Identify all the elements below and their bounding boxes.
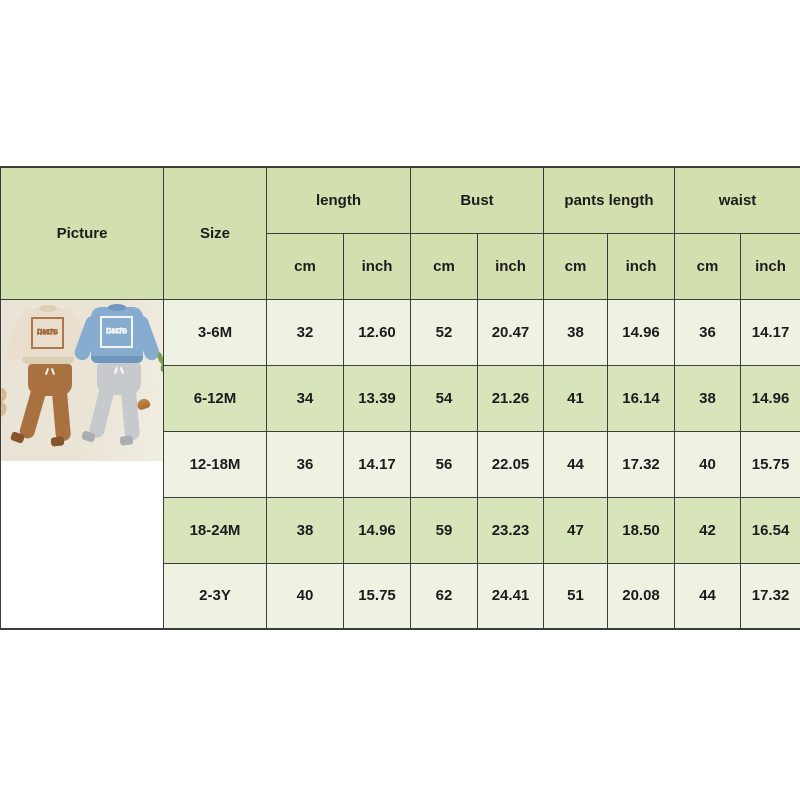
length-cm-cell: 36 bbox=[266, 430, 344, 498]
shirt-text-dude: DUDE bbox=[37, 328, 58, 336]
brown-pants-right-cuff bbox=[50, 435, 65, 447]
size-cell: 12-18M bbox=[163, 430, 267, 498]
product-picture-cell: DAD'S little DUDE DAD'S bbox=[0, 298, 164, 630]
brown-pants-waistband bbox=[28, 363, 72, 377]
unit-bust-cm: cm bbox=[410, 232, 478, 300]
table-row: 2-3Y 40 15.75 62 24.41 51 20.08 44 17.32 bbox=[1, 562, 800, 630]
length-inch-cell: 15.75 bbox=[343, 562, 411, 630]
pants-inch-cell: 20.08 bbox=[606, 562, 676, 630]
size-chart-table: Picture Size length Bust pants length wa… bbox=[0, 166, 800, 630]
unit-pants-inch: inch bbox=[606, 232, 676, 300]
pants-cm-cell: 51 bbox=[543, 562, 608, 630]
waist-cm-cell: 44 bbox=[674, 562, 742, 630]
unit-length-inch: inch bbox=[343, 232, 411, 300]
beige-shirt-neckband bbox=[39, 304, 57, 312]
pants-cm-cell: 47 bbox=[543, 496, 608, 564]
waist-inch-cell: 15.75 bbox=[740, 430, 800, 498]
picture-column-header: Picture bbox=[0, 166, 164, 300]
shirt-text-little: little bbox=[105, 326, 128, 337]
header-group-row: Picture Size length Bust pants length wa… bbox=[0, 166, 800, 300]
pants-inch-cell: 18.50 bbox=[606, 496, 676, 564]
gray-pants-right-cuff bbox=[119, 434, 134, 446]
pants-inch-cell: 16.14 bbox=[606, 364, 676, 432]
pants-cm-cell: 41 bbox=[543, 364, 608, 432]
brown-pants-right-leg bbox=[51, 387, 72, 442]
beige-shirt-hem bbox=[22, 356, 74, 364]
waist-cm-cell: 42 bbox=[674, 496, 742, 564]
group-header-length: length bbox=[266, 166, 411, 234]
length-inch-cell: 14.17 bbox=[343, 430, 411, 498]
size-column-header: Size bbox=[163, 166, 267, 300]
waist-inch-cell: 16.54 bbox=[740, 496, 800, 564]
size-cell: 2-3Y bbox=[163, 562, 267, 630]
shirt-text-dude: DUDE bbox=[106, 327, 127, 335]
blue-shirt-graphic: DAD'S little DUDE bbox=[100, 315, 133, 348]
waist-cm-cell: 36 bbox=[674, 298, 742, 366]
unit-bust-inch: inch bbox=[477, 232, 544, 300]
bust-inch-cell: 24.41 bbox=[477, 562, 544, 630]
wooden-toy-icon bbox=[1, 397, 10, 421]
shirt-text-dads: DAD'S bbox=[36, 328, 59, 336]
length-cm-cell: 40 bbox=[266, 562, 344, 630]
bust-cm-cell: 59 bbox=[410, 496, 478, 564]
gray-pants-right-leg bbox=[120, 386, 141, 441]
bust-inch-cell: 21.26 bbox=[477, 364, 544, 432]
unit-pants-cm: cm bbox=[543, 232, 608, 300]
blue-shirt-neckband bbox=[108, 303, 126, 311]
header-unit-row: cm inch cm inch cm inch cm inch bbox=[1, 232, 800, 300]
length-cm-cell: 34 bbox=[266, 364, 344, 432]
length-cm-cell: 38 bbox=[266, 496, 344, 564]
length-inch-cell: 14.96 bbox=[343, 496, 411, 564]
bust-inch-cell: 20.47 bbox=[477, 298, 544, 366]
bust-cm-cell: 54 bbox=[410, 364, 478, 432]
shirt-text-little: little bbox=[36, 327, 59, 338]
brown-pants-left-leg bbox=[18, 385, 47, 440]
bust-inch-cell: 23.23 bbox=[477, 496, 544, 564]
group-header-waist: waist bbox=[674, 166, 800, 234]
bust-cm-cell: 62 bbox=[410, 562, 478, 630]
wooden-piece-icon bbox=[135, 396, 152, 411]
shirt-text-dads: DAD'S bbox=[105, 327, 128, 335]
length-inch-cell: 12.60 bbox=[343, 298, 411, 366]
size-cell: 18-24M bbox=[163, 496, 267, 564]
size-cell: 6-12M bbox=[163, 364, 267, 432]
table-row: 18-24M 38 14.96 59 23.23 47 18.50 42 16.… bbox=[1, 496, 800, 564]
waist-inch-cell: 14.17 bbox=[740, 298, 800, 366]
unit-waist-cm: cm bbox=[674, 232, 742, 300]
unit-length-cm: cm bbox=[266, 232, 344, 300]
unit-waist-inch: inch bbox=[740, 232, 800, 300]
group-header-pants-length: pants length bbox=[542, 166, 676, 234]
length-inch-cell: 13.39 bbox=[343, 364, 411, 432]
bust-cm-cell: 52 bbox=[410, 298, 478, 366]
pants-cm-cell: 44 bbox=[543, 430, 608, 498]
table-row: 6-12M 34 13.39 54 21.26 41 16.14 38 14.9… bbox=[1, 364, 800, 432]
waist-cm-cell: 38 bbox=[674, 364, 742, 432]
gray-pants-left-leg bbox=[87, 384, 116, 439]
size-cell: 3-6M bbox=[163, 298, 267, 366]
pants-cm-cell: 38 bbox=[543, 298, 608, 366]
waist-inch-cell: 17.32 bbox=[740, 562, 800, 630]
pants-inch-cell: 17.32 bbox=[606, 430, 676, 498]
waist-inch-cell: 14.96 bbox=[740, 364, 800, 432]
table-row: DAD'S little DUDE DAD'S bbox=[0, 298, 800, 630]
waist-cm-cell: 40 bbox=[674, 430, 742, 498]
bust-inch-cell: 22.05 bbox=[477, 430, 544, 498]
product-photo: DAD'S little DUDE DAD'S bbox=[1, 300, 163, 461]
bust-cm-cell: 56 bbox=[410, 430, 478, 498]
table-row: 12-18M 36 14.17 56 22.05 44 17.32 40 15.… bbox=[1, 430, 800, 498]
group-header-bust: Bust bbox=[410, 166, 544, 234]
pants-inch-cell: 14.96 bbox=[606, 298, 676, 366]
blue-shirt-hem bbox=[91, 355, 143, 363]
gray-pants-waistband bbox=[97, 362, 141, 376]
length-cm-cell: 32 bbox=[266, 298, 344, 366]
beige-shirt-graphic: DAD'S little DUDE bbox=[31, 316, 64, 349]
